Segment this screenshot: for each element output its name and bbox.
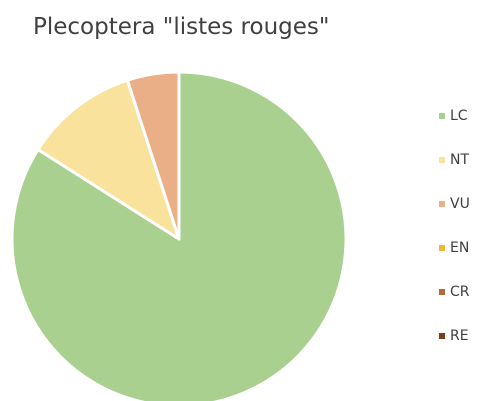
legend-swatch xyxy=(439,157,445,163)
legend-swatch xyxy=(439,289,445,295)
legend-label: NT xyxy=(450,152,470,168)
legend-item-en: EN xyxy=(439,238,469,258)
legend-label: CR xyxy=(450,284,470,300)
pie-slice-lc xyxy=(10,70,348,401)
legend-swatch xyxy=(439,113,445,119)
legend-item-cr: CR xyxy=(439,282,470,302)
legend-item-re: RE xyxy=(439,326,469,346)
legend-label: EN xyxy=(450,240,470,256)
legend-item-nt: NT xyxy=(439,150,469,170)
legend-item-vu: VU xyxy=(439,194,470,214)
pie-slice-vu xyxy=(125,70,181,241)
legend-swatch xyxy=(439,333,445,339)
chart-title: Plecoptera "listes rouges" xyxy=(33,14,330,40)
legend-swatch xyxy=(439,201,445,207)
legend-item-lc: LC xyxy=(439,106,468,126)
legend-label: LC xyxy=(450,108,468,124)
pie-slice-nt xyxy=(36,78,181,241)
legend-swatch xyxy=(439,245,445,251)
legend-label: RE xyxy=(450,328,469,344)
legend-label: VU xyxy=(450,196,470,212)
